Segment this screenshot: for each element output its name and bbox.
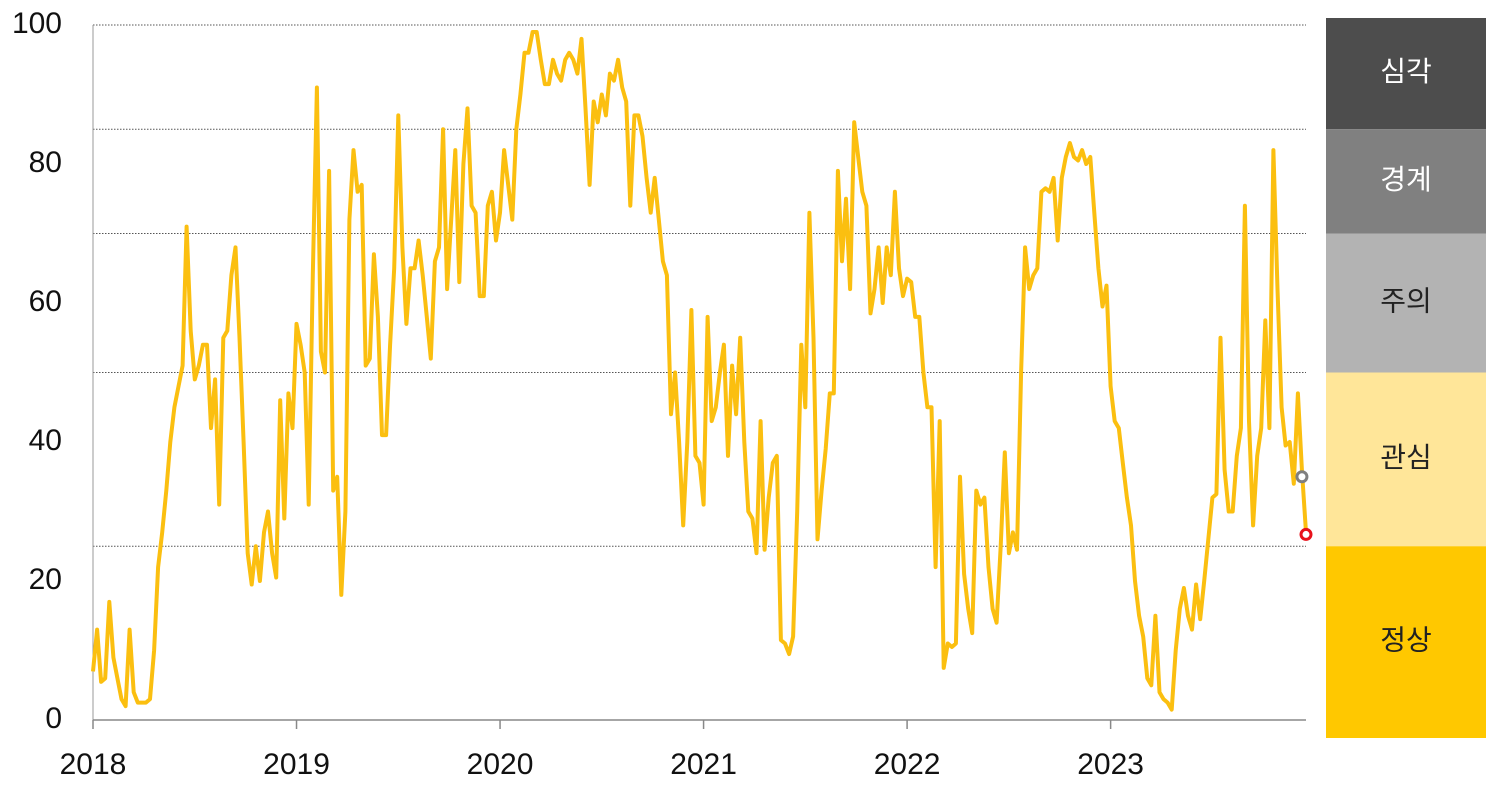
level-label: 경계	[1380, 164, 1432, 195]
x-tick-label: 2018	[60, 748, 127, 781]
y-tick-label: 20	[29, 563, 62, 596]
data-line	[91, 30, 1308, 712]
level-label: 정상	[1380, 625, 1432, 656]
end-marker	[1299, 527, 1313, 541]
level-band	[1326, 18, 1486, 130]
end-marker	[1295, 470, 1309, 484]
level-label: 관심	[1380, 442, 1432, 473]
x-tick-label: 2020	[467, 748, 534, 781]
x-tick-label: 2021	[670, 748, 737, 781]
level-band	[1326, 546, 1486, 738]
y-tick-label: 0	[45, 702, 62, 735]
level-label: 심각	[1380, 56, 1432, 87]
level-band	[1326, 233, 1486, 373]
level-label: 주의	[1380, 285, 1432, 316]
x-tick-label: 2019	[263, 748, 330, 781]
x-tick-label: 2022	[874, 748, 941, 781]
y-tick-label: 80	[29, 146, 62, 179]
y-tick-label: 40	[29, 424, 62, 457]
x-tick-label: 2023	[1077, 748, 1144, 781]
level-band	[1326, 129, 1486, 234]
y-tick-label: 60	[29, 285, 62, 318]
y-tick-label: 100	[12, 7, 62, 40]
level-band	[1326, 372, 1486, 547]
